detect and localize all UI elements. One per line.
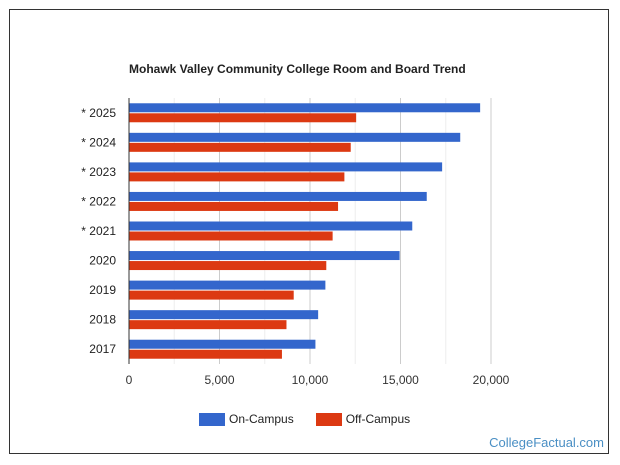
bar-off-campus-3 — [129, 201, 339, 211]
y-category-label: * 2024 — [81, 135, 116, 149]
y-category-label: * 2023 — [81, 165, 116, 179]
bar-on-campus-6 — [129, 280, 326, 290]
legend: On-Campus Off-Campus — [199, 412, 432, 426]
watermark-link[interactable]: CollegeFactual.com — [489, 435, 604, 450]
x-tick-label: 0 — [126, 373, 133, 387]
bar-on-campus-5 — [129, 251, 400, 261]
bar-off-campus-2 — [129, 172, 345, 182]
x-tick-label: 15,000 — [382, 373, 419, 387]
bar-on-campus-2 — [129, 162, 443, 172]
y-category-label: 2019 — [89, 283, 116, 297]
x-tick-label: 10,000 — [292, 373, 329, 387]
x-tick-label: 20,000 — [473, 373, 510, 387]
y-category-label: * 2022 — [81, 194, 116, 208]
bar-off-campus-7 — [129, 320, 287, 330]
bar-on-campus-4 — [129, 221, 413, 231]
bar-on-campus-0 — [129, 103, 481, 113]
legend-item-off-campus[interactable]: Off-Campus — [315, 412, 411, 426]
legend-item-on-campus[interactable]: On-Campus — [199, 412, 294, 426]
x-tick-label: 5,000 — [204, 373, 234, 387]
y-category-label: 2017 — [89, 342, 116, 356]
bar-off-campus-8 — [129, 349, 282, 359]
bar-off-campus-1 — [129, 142, 351, 152]
y-category-label: * 2025 — [81, 106, 116, 120]
legend-label-on-campus: On-Campus — [229, 412, 294, 426]
bar-on-campus-7 — [129, 310, 319, 320]
bar-off-campus-5 — [129, 261, 327, 271]
bar-off-campus-4 — [129, 231, 333, 241]
y-category-label: * 2021 — [81, 224, 116, 238]
bar-on-campus-8 — [129, 339, 316, 349]
legend-label-off-campus: Off-Campus — [345, 412, 411, 426]
bar-on-campus-1 — [129, 132, 461, 142]
chart-title: Mohawk Valley Community College Room and… — [129, 62, 466, 76]
legend-swatch-on-campus — [199, 412, 225, 426]
bar-off-campus-6 — [129, 290, 294, 300]
bar-on-campus-3 — [129, 191, 427, 201]
legend-swatch-off-campus — [315, 412, 342, 426]
y-category-label: 2018 — [89, 313, 116, 327]
bar-off-campus-0 — [129, 113, 357, 123]
y-category-label: 2020 — [89, 254, 116, 268]
